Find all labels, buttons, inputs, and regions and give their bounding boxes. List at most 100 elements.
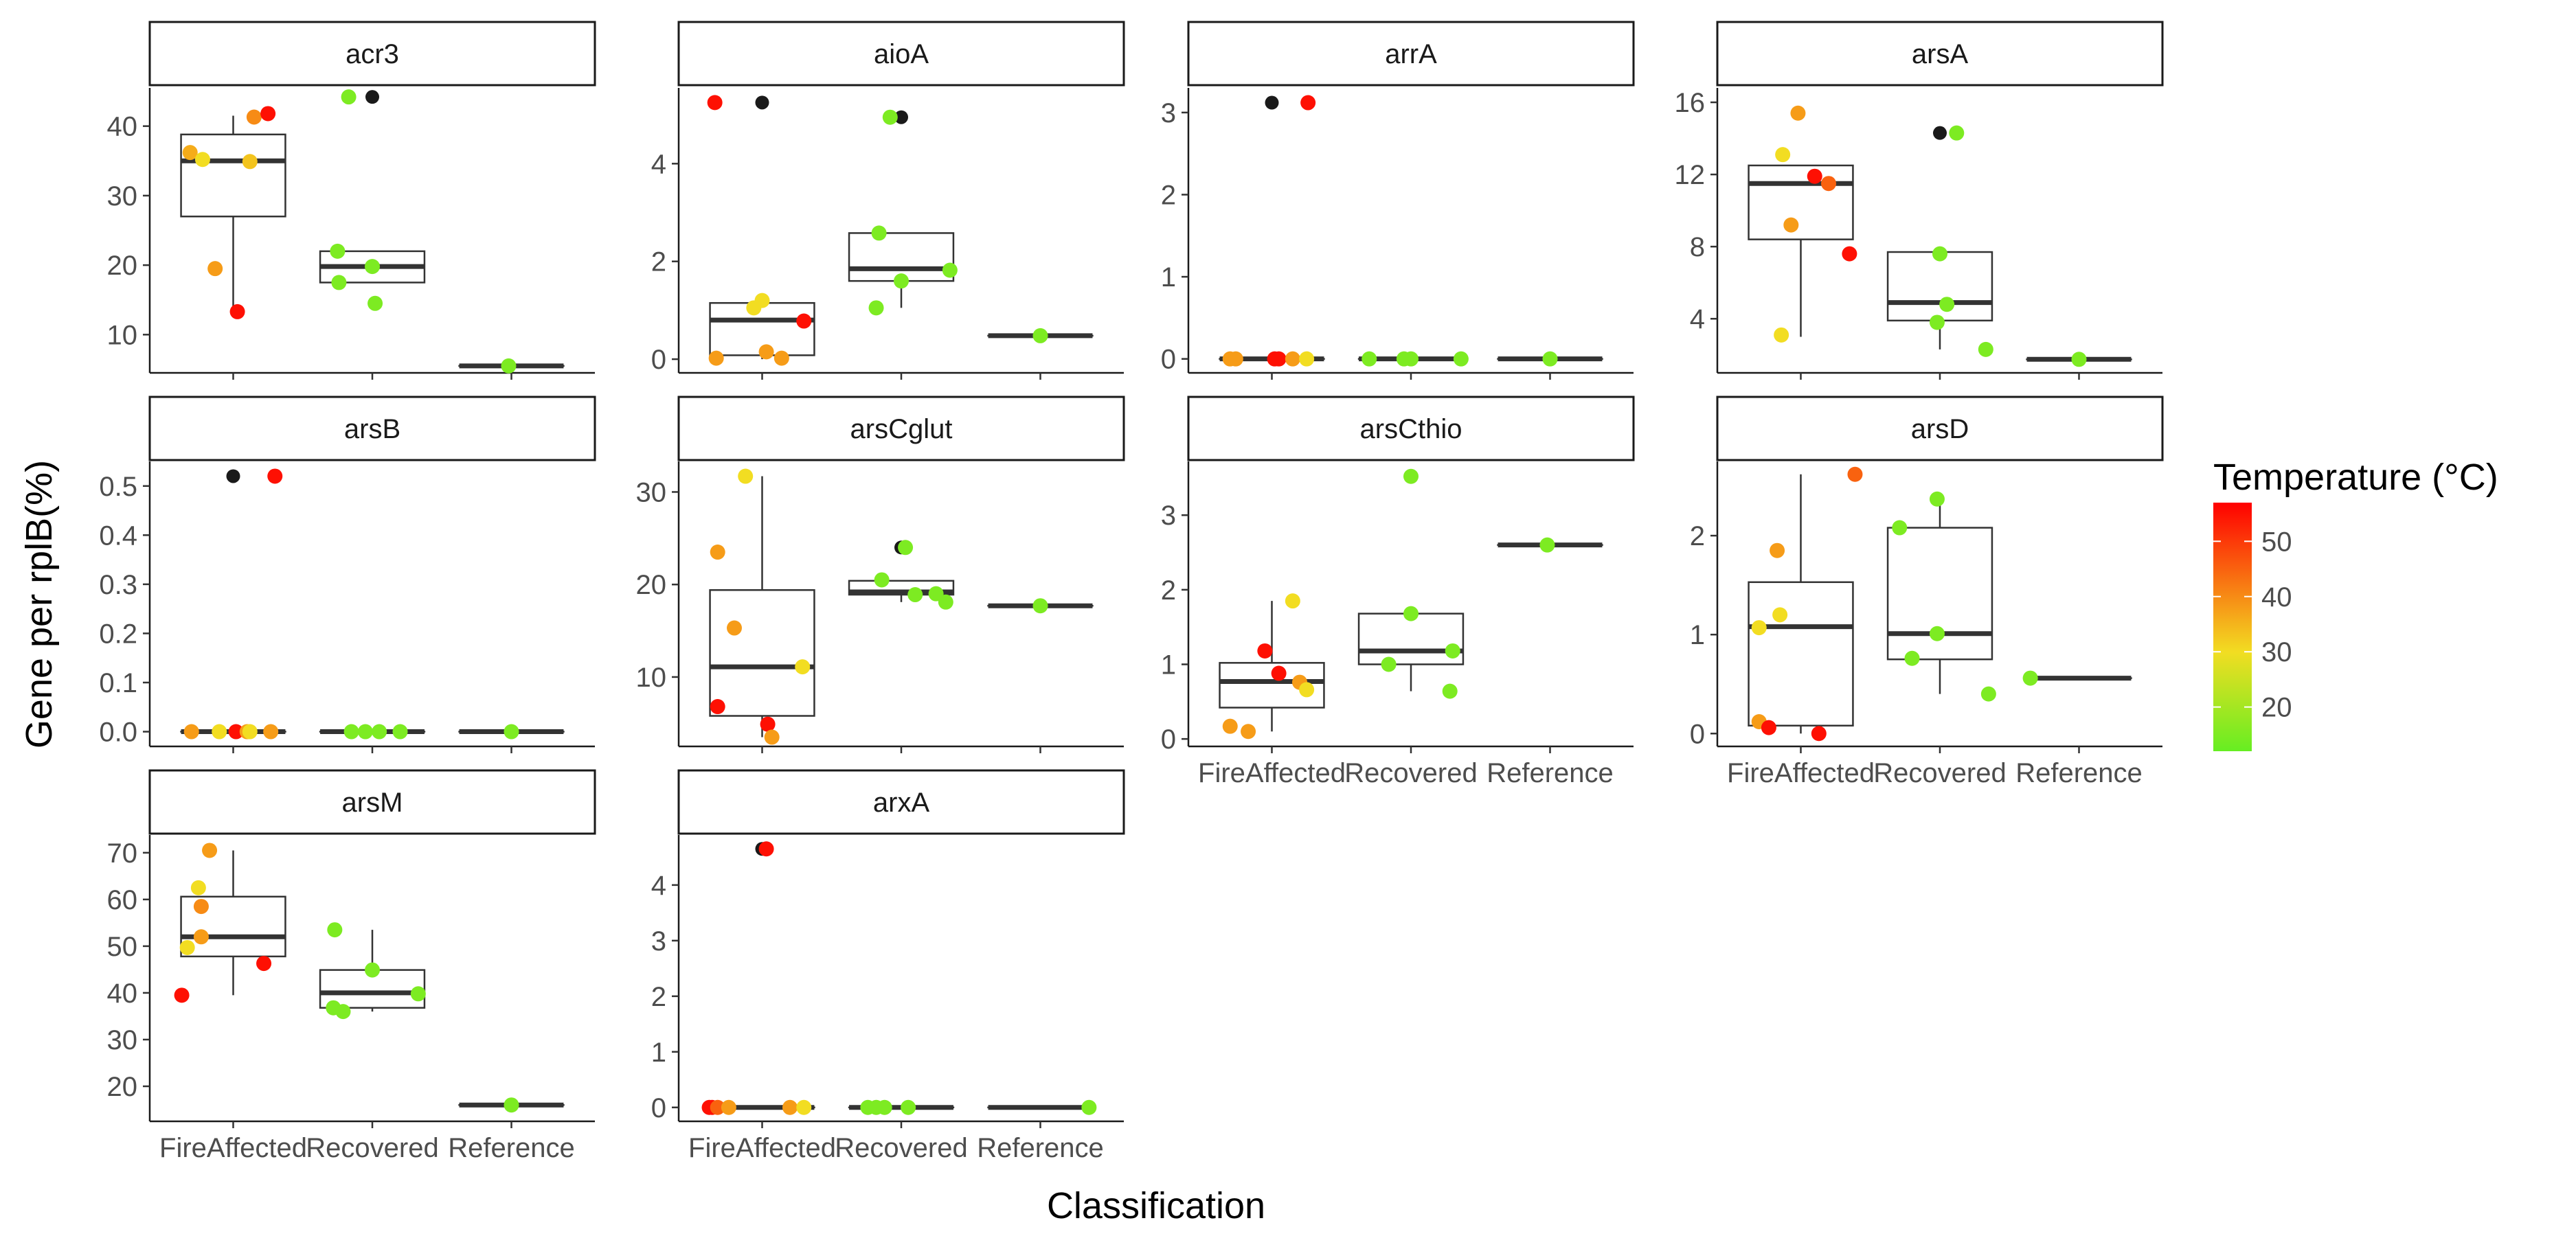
sample-point (335, 1004, 351, 1020)
facet-panel-arsCglut: arsCglut 10 20 30 (636, 396, 1125, 753)
outlier-point (1933, 126, 1947, 140)
box-iqr (319, 969, 426, 1009)
y-tick-label-acr3: 40 (107, 112, 138, 142)
facet-strip-label-arsM: arsM (342, 788, 403, 818)
boxplot-arsM-FireAffected (180, 850, 286, 996)
y-tick-label-arsM: 50 (107, 932, 138, 962)
sample-point (796, 1099, 812, 1115)
y-tick-label-acr3: 20 (107, 251, 138, 281)
legend-colorbar (2213, 503, 2252, 751)
y-tick-label-arxA: 3 (651, 926, 666, 957)
sample-point (1300, 95, 1316, 111)
legend-title: Temperature (°C) (2213, 457, 2498, 498)
sample-point (1892, 520, 1908, 536)
y-tick-label-arsCglut: 20 (636, 570, 667, 600)
facet-strip-label-arsA: arsA (1912, 39, 1969, 69)
sample-point (1539, 537, 1555, 553)
y-tick-label-arsCglut: 10 (636, 663, 667, 693)
y-tick-label-aioA: 2 (651, 247, 666, 277)
sample-point (738, 468, 754, 484)
y-tick-label-arsM: 40 (107, 978, 138, 1009)
sample-point (1783, 217, 1799, 233)
sample-point (796, 313, 812, 329)
sample-point (194, 152, 210, 168)
facet-strip-arxA (677, 769, 1125, 835)
x-tick-label-arsD: Recovered (1873, 758, 2006, 788)
boxplot-aioA-Recovered (848, 110, 955, 308)
box-iqr (848, 232, 955, 282)
sample-point (938, 594, 953, 610)
sample-point (365, 962, 380, 978)
y-tick-label-arsM: 20 (107, 1072, 138, 1102)
facet-strip-aioA (677, 21, 1125, 87)
x-tick-label-arsD: FireAffected (1727, 758, 1875, 788)
sample-point (942, 262, 958, 278)
y-tick-label-arsB: 0.4 (99, 520, 137, 551)
facet-strip-arsA (1716, 21, 2164, 87)
sample-point (1939, 297, 1955, 312)
sample-point (1811, 726, 1827, 742)
y-tick-label-arsA: 12 (1675, 160, 1706, 190)
sample-point (193, 899, 209, 915)
box-iqr (1748, 164, 1854, 240)
sample-point (1790, 105, 1806, 121)
y-tick-label-arxA: 0 (651, 1093, 666, 1123)
sample-point (710, 545, 725, 560)
facet-strip-label-arsB: arsB (344, 414, 400, 444)
x-tick-label-arsM: Reference (448, 1133, 575, 1163)
sample-point (372, 724, 387, 740)
sample-point (1932, 246, 1947, 262)
sample-point (1442, 683, 1458, 699)
sample-point (179, 939, 195, 955)
sample-point (898, 540, 914, 556)
sample-point (341, 89, 357, 105)
sample-point (331, 275, 347, 290)
y-tick-label-arsM: 30 (107, 1025, 138, 1055)
sample-point (1949, 125, 1965, 141)
sample-point (1285, 593, 1300, 609)
facet-strip-label-arsCglut: arsCglut (850, 414, 953, 444)
y-tick-label-acr3: 30 (107, 181, 138, 211)
sample-point (710, 699, 725, 715)
sample-point (202, 843, 218, 858)
temperature-legend: Temperature (°C) 20 30 40 50 (2213, 457, 2498, 751)
facet-strip-arrA (1187, 21, 1635, 87)
sample-point (1772, 607, 1788, 623)
sample-point (1299, 351, 1315, 367)
facet-panel-arsA: arsA 4 8 12 16 (1675, 21, 2164, 380)
sample-point (1929, 491, 1945, 507)
sample-point (267, 468, 283, 484)
sample-point (877, 1099, 892, 1115)
boxplot-arsCglut-FireAffected (709, 476, 815, 737)
sample-point (193, 929, 209, 945)
sample-point (901, 1099, 916, 1115)
sample-point (1929, 314, 1945, 330)
y-tick-label-arsD: 2 (1690, 521, 1705, 551)
facet-panel-arsB: arsB 0.0 0.1 0.2 0.3 0.4 0.5 (99, 396, 596, 753)
facet-strip-label-acr3: acr3 (346, 39, 399, 69)
outlier-point (226, 469, 240, 483)
box-iqr (180, 133, 286, 218)
y-tick-label-arxA: 2 (651, 982, 666, 1012)
facet-strip-label-arsD: arsD (1911, 414, 1969, 444)
x-tick-label-arsCthio: FireAffected (1198, 758, 1346, 788)
y-tick-label-arxA: 1 (651, 1038, 666, 1068)
sample-point (760, 716, 776, 732)
sample-point (1403, 468, 1419, 484)
sample-point (229, 304, 245, 319)
sample-point (1821, 176, 1836, 192)
sample-point (368, 295, 383, 311)
boxplot-acr3-FireAffected (180, 115, 286, 310)
sample-point (365, 259, 380, 275)
sample-point (1032, 598, 1048, 614)
sample-point (758, 841, 774, 857)
boxplot-arxA-FireAffected (709, 842, 815, 1110)
sample-point (754, 293, 770, 308)
sample-point (1032, 328, 1048, 343)
sample-point (1775, 147, 1791, 163)
sample-point (1299, 682, 1315, 698)
sample-point (357, 724, 373, 740)
y-tick-label-arsD: 1 (1690, 620, 1705, 650)
